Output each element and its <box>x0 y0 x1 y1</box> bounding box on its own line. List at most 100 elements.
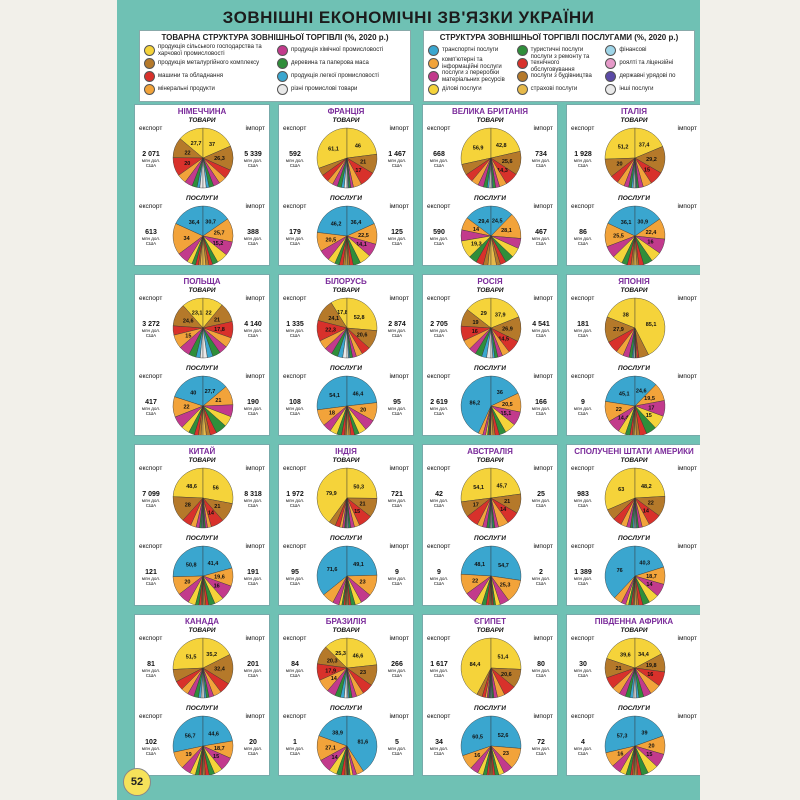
services-import-value-label: 39 <box>641 731 647 737</box>
legend-services: СТРУКТУРА ЗОВНІШНЬОЇ ТОРГІВЛІ ПОСЛУГАМИ … <box>423 30 695 102</box>
services-export-slice <box>344 745 348 775</box>
goods-import-value-label: 37,9 <box>495 312 506 318</box>
services-import-slice <box>490 745 494 775</box>
import-label: імпорт <box>533 125 554 132</box>
goods-import-value-label: 17,8 <box>214 327 225 333</box>
export-label: експорт <box>139 465 163 472</box>
services-import-value-label: 16 <box>647 240 653 246</box>
legend-goods-title: ТОВАРНА СТРУКТУРА ЗОВНІШНЬОЇ ТОРГІВЛІ (%… <box>161 33 389 42</box>
services-export-slice <box>460 715 492 756</box>
goods-import-slice <box>346 297 378 331</box>
services-import-value-label: 52,6 <box>498 733 509 739</box>
import-label: імпорт <box>533 713 554 720</box>
services-export-slice <box>625 745 636 775</box>
export-label: експорт <box>427 635 451 642</box>
import-total-value: 20 <box>249 739 257 746</box>
services-pie-chart: 76 40,3 18,7 14 <box>604 545 666 605</box>
goods-import-value-label: 32,4 <box>214 667 226 673</box>
services-subtitle: ПОСЛУГИ <box>474 535 506 542</box>
export-unit: млн дол. США <box>429 406 449 416</box>
goods-subtitle: ТОВАРИ <box>476 457 504 464</box>
import-total-value: 4 541 <box>532 321 550 328</box>
services-export-value-label: 57,3 <box>617 734 628 740</box>
import-total: 166 млн дол. США <box>527 399 555 416</box>
legend-swatch <box>516 71 528 82</box>
services-import-slice <box>202 575 216 605</box>
services-import-slice <box>490 575 496 605</box>
services-import-value-label: 49,1 <box>353 562 364 568</box>
export-total-value: 42 <box>435 491 443 498</box>
import-total-value: 191 <box>247 569 259 576</box>
export-label: експорт <box>283 635 307 642</box>
services-export-value-label: 38,9 <box>332 730 343 736</box>
export-label: експорт <box>139 373 163 380</box>
services-export-slice <box>200 405 204 435</box>
import-label: імпорт <box>677 203 698 210</box>
import-total-value: 2 874 <box>388 321 406 328</box>
services-export-slice <box>198 745 204 775</box>
country-name: ВЕЛИКА БРИТАНІЯ <box>451 107 529 116</box>
legend-swatch <box>277 45 288 56</box>
goods-subtitle: ТОВАРИ <box>188 457 216 464</box>
services-import-slice <box>634 745 649 775</box>
export-unit: млн дол. США <box>573 328 593 338</box>
goods-pie-chart: 51,5 35,2 32,4 <box>172 637 234 699</box>
services-export-slice <box>345 575 348 605</box>
export-total-value: 590 <box>433 229 445 236</box>
goods-import-slice <box>202 467 234 504</box>
country-name: НІМЕЧЧИНА <box>177 107 227 116</box>
legend-item: державні урядові по <box>605 70 690 83</box>
import-unit: млн дол. США <box>243 746 263 756</box>
services-export-slice <box>345 405 348 435</box>
country-panel: ПОЛЬЩА ТОВАРИ експорт імпорт 23,1 24,6 15 22 21 1… <box>134 274 270 436</box>
goods-import-slice <box>490 637 522 670</box>
services-export-slice <box>630 575 636 605</box>
country-name: БІЛОРУСЬ <box>325 277 367 286</box>
services-export-slice <box>488 745 492 775</box>
export-label: експорт <box>283 125 307 132</box>
country-panel: ІНДІЯ ТОВАРИ експорт імпорт 79,9 50,3 21 15 1 97… <box>278 444 414 606</box>
import-total-value: 72 <box>537 739 545 746</box>
services-import-slice <box>346 235 361 265</box>
page-title: ЗОВНІШНІ ЕКОНОМІЧНІ ЗВ'ЯЗКИ УКРАЇНИ <box>222 8 595 27</box>
services-import-slice <box>490 405 500 435</box>
export-unit: млн дол. США <box>141 158 161 168</box>
import-total-value: 734 <box>535 151 547 158</box>
export-total-value: 86 <box>579 229 587 236</box>
services-export-value-label: 16 <box>474 753 480 759</box>
services-import-value-label: 36 <box>497 390 503 396</box>
goods-import-value-label: 17 <box>355 168 361 174</box>
goods-import-value-label: 46,6 <box>353 654 364 660</box>
services-export-slice <box>481 575 492 605</box>
services-export-slice <box>489 575 492 605</box>
legend-item: продукція легкої промисловості <box>277 70 406 83</box>
goods-pie-chart: 25,3 20,3 17,9 14 46,6 23 <box>316 637 378 699</box>
goods-import-value-label: 14 <box>500 507 507 513</box>
export-unit: млн дол. США <box>141 236 161 246</box>
services-import-slice <box>346 745 357 775</box>
import-total-value: 5 <box>395 739 399 746</box>
goods-pie-chart: 56,9 42,8 25,6 14,3 <box>460 127 522 189</box>
goods-pie-chart: 17,824,1 22,3 52,8 20,6 <box>316 297 378 359</box>
export-unit: млн дол. США <box>429 328 449 338</box>
import-total: 95 млн дол. США <box>383 399 411 416</box>
export-label: експорт <box>139 713 163 720</box>
services-export-slice <box>344 405 348 435</box>
services-export-value-label: 54,1 <box>329 393 340 399</box>
goods-export-value-label: 17 <box>473 502 479 508</box>
goods-export-value-label: 15 <box>185 334 191 340</box>
legend-swatch <box>516 45 528 56</box>
goods-export-value-label: 20 <box>616 162 622 168</box>
export-total-value: 108 <box>289 399 301 406</box>
legend-swatch <box>605 84 617 95</box>
import-unit: млн дол. США <box>387 668 407 678</box>
services-export-value-label: 29,4 <box>478 219 490 225</box>
goods-export-value-label: 21 <box>615 666 621 672</box>
goods-subtitle: ТОВАРИ <box>332 627 360 634</box>
legend-label: державні урядові по <box>619 73 676 80</box>
goods-export-slice <box>316 127 348 169</box>
export-total: 4 млн дол. США <box>569 739 597 756</box>
goods-export-value-label: 28 <box>185 502 191 508</box>
export-total: 181 млн дол. США <box>569 321 597 338</box>
legend-swatch <box>144 45 155 56</box>
